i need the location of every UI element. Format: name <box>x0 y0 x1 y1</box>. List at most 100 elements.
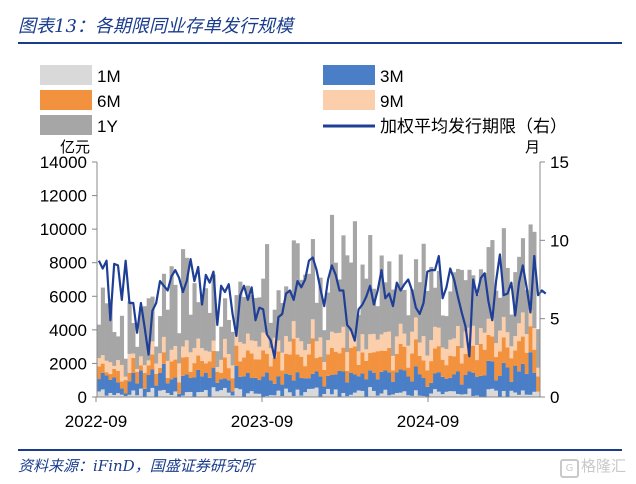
bar-stack <box>238 281 243 397</box>
bar-segment-1y <box>318 277 323 338</box>
bar-segment-1y <box>356 314 361 352</box>
bar-segment-3m <box>142 388 147 397</box>
bar-segment-9m <box>360 334 365 353</box>
bar-segment-1y <box>402 289 407 334</box>
bar-segment-3m <box>219 379 224 391</box>
bar-stack <box>536 329 541 397</box>
bar-segment-3m <box>265 372 270 396</box>
bar-segment-9m <box>379 334 384 351</box>
watermark: G 格隆汇 <box>560 455 626 478</box>
bar-stack <box>356 314 361 397</box>
bar-segment-6m <box>161 352 167 364</box>
bar-segment-1m <box>226 392 231 397</box>
bar-segment-1y <box>383 282 388 333</box>
bar-segment-6m <box>242 357 247 377</box>
bar-stack <box>135 346 140 397</box>
bar-segment-1y <box>326 292 331 341</box>
bar-stack <box>490 240 495 397</box>
bar-stack <box>245 285 251 397</box>
bar-segment-6m <box>536 376 541 392</box>
bar-segment-6m <box>158 367 163 373</box>
bar-segment-3m <box>131 372 136 391</box>
bar-segment-1m <box>276 390 281 397</box>
bars <box>97 214 541 398</box>
bar-segment-9m <box>505 332 510 348</box>
bar-segment-3m <box>181 375 186 396</box>
bar-segment-1y <box>352 221 357 335</box>
left-axis-tick-label: 8000 <box>49 254 87 273</box>
bar-stack <box>482 272 487 397</box>
bar-segment-1m <box>517 394 522 397</box>
bar-stack <box>497 297 503 397</box>
bar-segment-1m <box>310 388 315 397</box>
bar-segment-1m <box>528 394 533 397</box>
bar-segment-1m <box>181 395 186 397</box>
bar-segment-1m <box>299 395 304 397</box>
bar-segment-9m <box>436 327 442 347</box>
bar-stack <box>406 315 411 397</box>
bar-segment-1m <box>135 395 140 397</box>
bar-stack <box>501 228 506 397</box>
bar-segment-9m <box>433 326 438 349</box>
bar-segment-3m <box>139 370 144 389</box>
bar-stack <box>226 319 231 397</box>
bar-segment-9m <box>364 349 369 361</box>
bar-segment-1y <box>467 269 472 328</box>
bar-segment-9m <box>528 310 533 327</box>
bar-stack <box>284 286 289 397</box>
bar-segment-6m <box>360 352 365 374</box>
bar-segment-1m <box>326 388 331 397</box>
bar-segment-3m <box>127 381 132 395</box>
bar-segment-6m <box>356 364 361 377</box>
bar-stack <box>475 294 480 397</box>
bar-segment-9m <box>455 326 461 346</box>
legend-label-6m: 6M <box>97 92 121 111</box>
bar-stack <box>436 270 442 397</box>
bar-segment-3m <box>257 380 262 394</box>
bar-segment-9m <box>215 367 220 372</box>
bar-segment-9m <box>97 358 102 367</box>
bar-segment-6m <box>203 363 209 373</box>
bar-segment-1m <box>413 390 419 397</box>
bar-segment-1m <box>295 389 300 397</box>
bar-segment-9m <box>402 333 407 347</box>
bar-segment-3m <box>226 380 231 393</box>
bar-segment-3m <box>444 378 449 392</box>
bar-segment-9m <box>371 333 377 353</box>
bar-segment-6m <box>528 326 533 353</box>
bar-segment-1y <box>406 315 411 346</box>
bar-segment-9m <box>280 352 285 371</box>
axes: 0 2000 4000 6000 8000 10000 12000 14000 0 5 10 15 亿元… <box>40 139 569 431</box>
bar-segment-6m <box>333 351 338 375</box>
bar-segment-6m <box>394 353 399 373</box>
bar-segment-9m <box>425 355 430 371</box>
bar-segment-1y <box>490 240 495 319</box>
bar-segment-3m <box>287 375 293 393</box>
bar-segment-1m <box>520 390 526 397</box>
bar-segment-3m <box>184 374 189 393</box>
bar-segment-3m <box>368 370 373 388</box>
chart-title: 图表13：各期限同业存单发行规模 <box>18 16 293 37</box>
bar-segment-1m <box>417 395 422 397</box>
legend-label-1m: 1M <box>97 67 121 86</box>
bar-segment-1m <box>104 395 109 397</box>
bar-segment-9m <box>226 354 231 369</box>
bar-segment-9m <box>398 323 403 344</box>
bar-stack <box>368 235 373 397</box>
bar-segment-3m <box>97 379 102 392</box>
bar-stack <box>364 278 369 397</box>
bar-segment-3m <box>375 379 380 396</box>
bar-segment-1y <box>536 329 541 368</box>
bar-segment-1y <box>291 240 296 322</box>
bar-segment-1y <box>299 279 304 342</box>
bar-segment-9m <box>203 350 209 364</box>
right-axis-unit: 月 <box>525 139 540 156</box>
bar-segment-1m <box>272 395 277 397</box>
bar-segment-6m <box>520 336 526 364</box>
bar-segment-1y <box>280 303 285 353</box>
legend-swatch-9m <box>323 90 375 110</box>
bar-segment-1m <box>360 390 365 397</box>
bar-segment-1m <box>394 392 399 397</box>
bar-segment-6m <box>341 347 346 372</box>
bar-segment-3m <box>440 376 445 395</box>
